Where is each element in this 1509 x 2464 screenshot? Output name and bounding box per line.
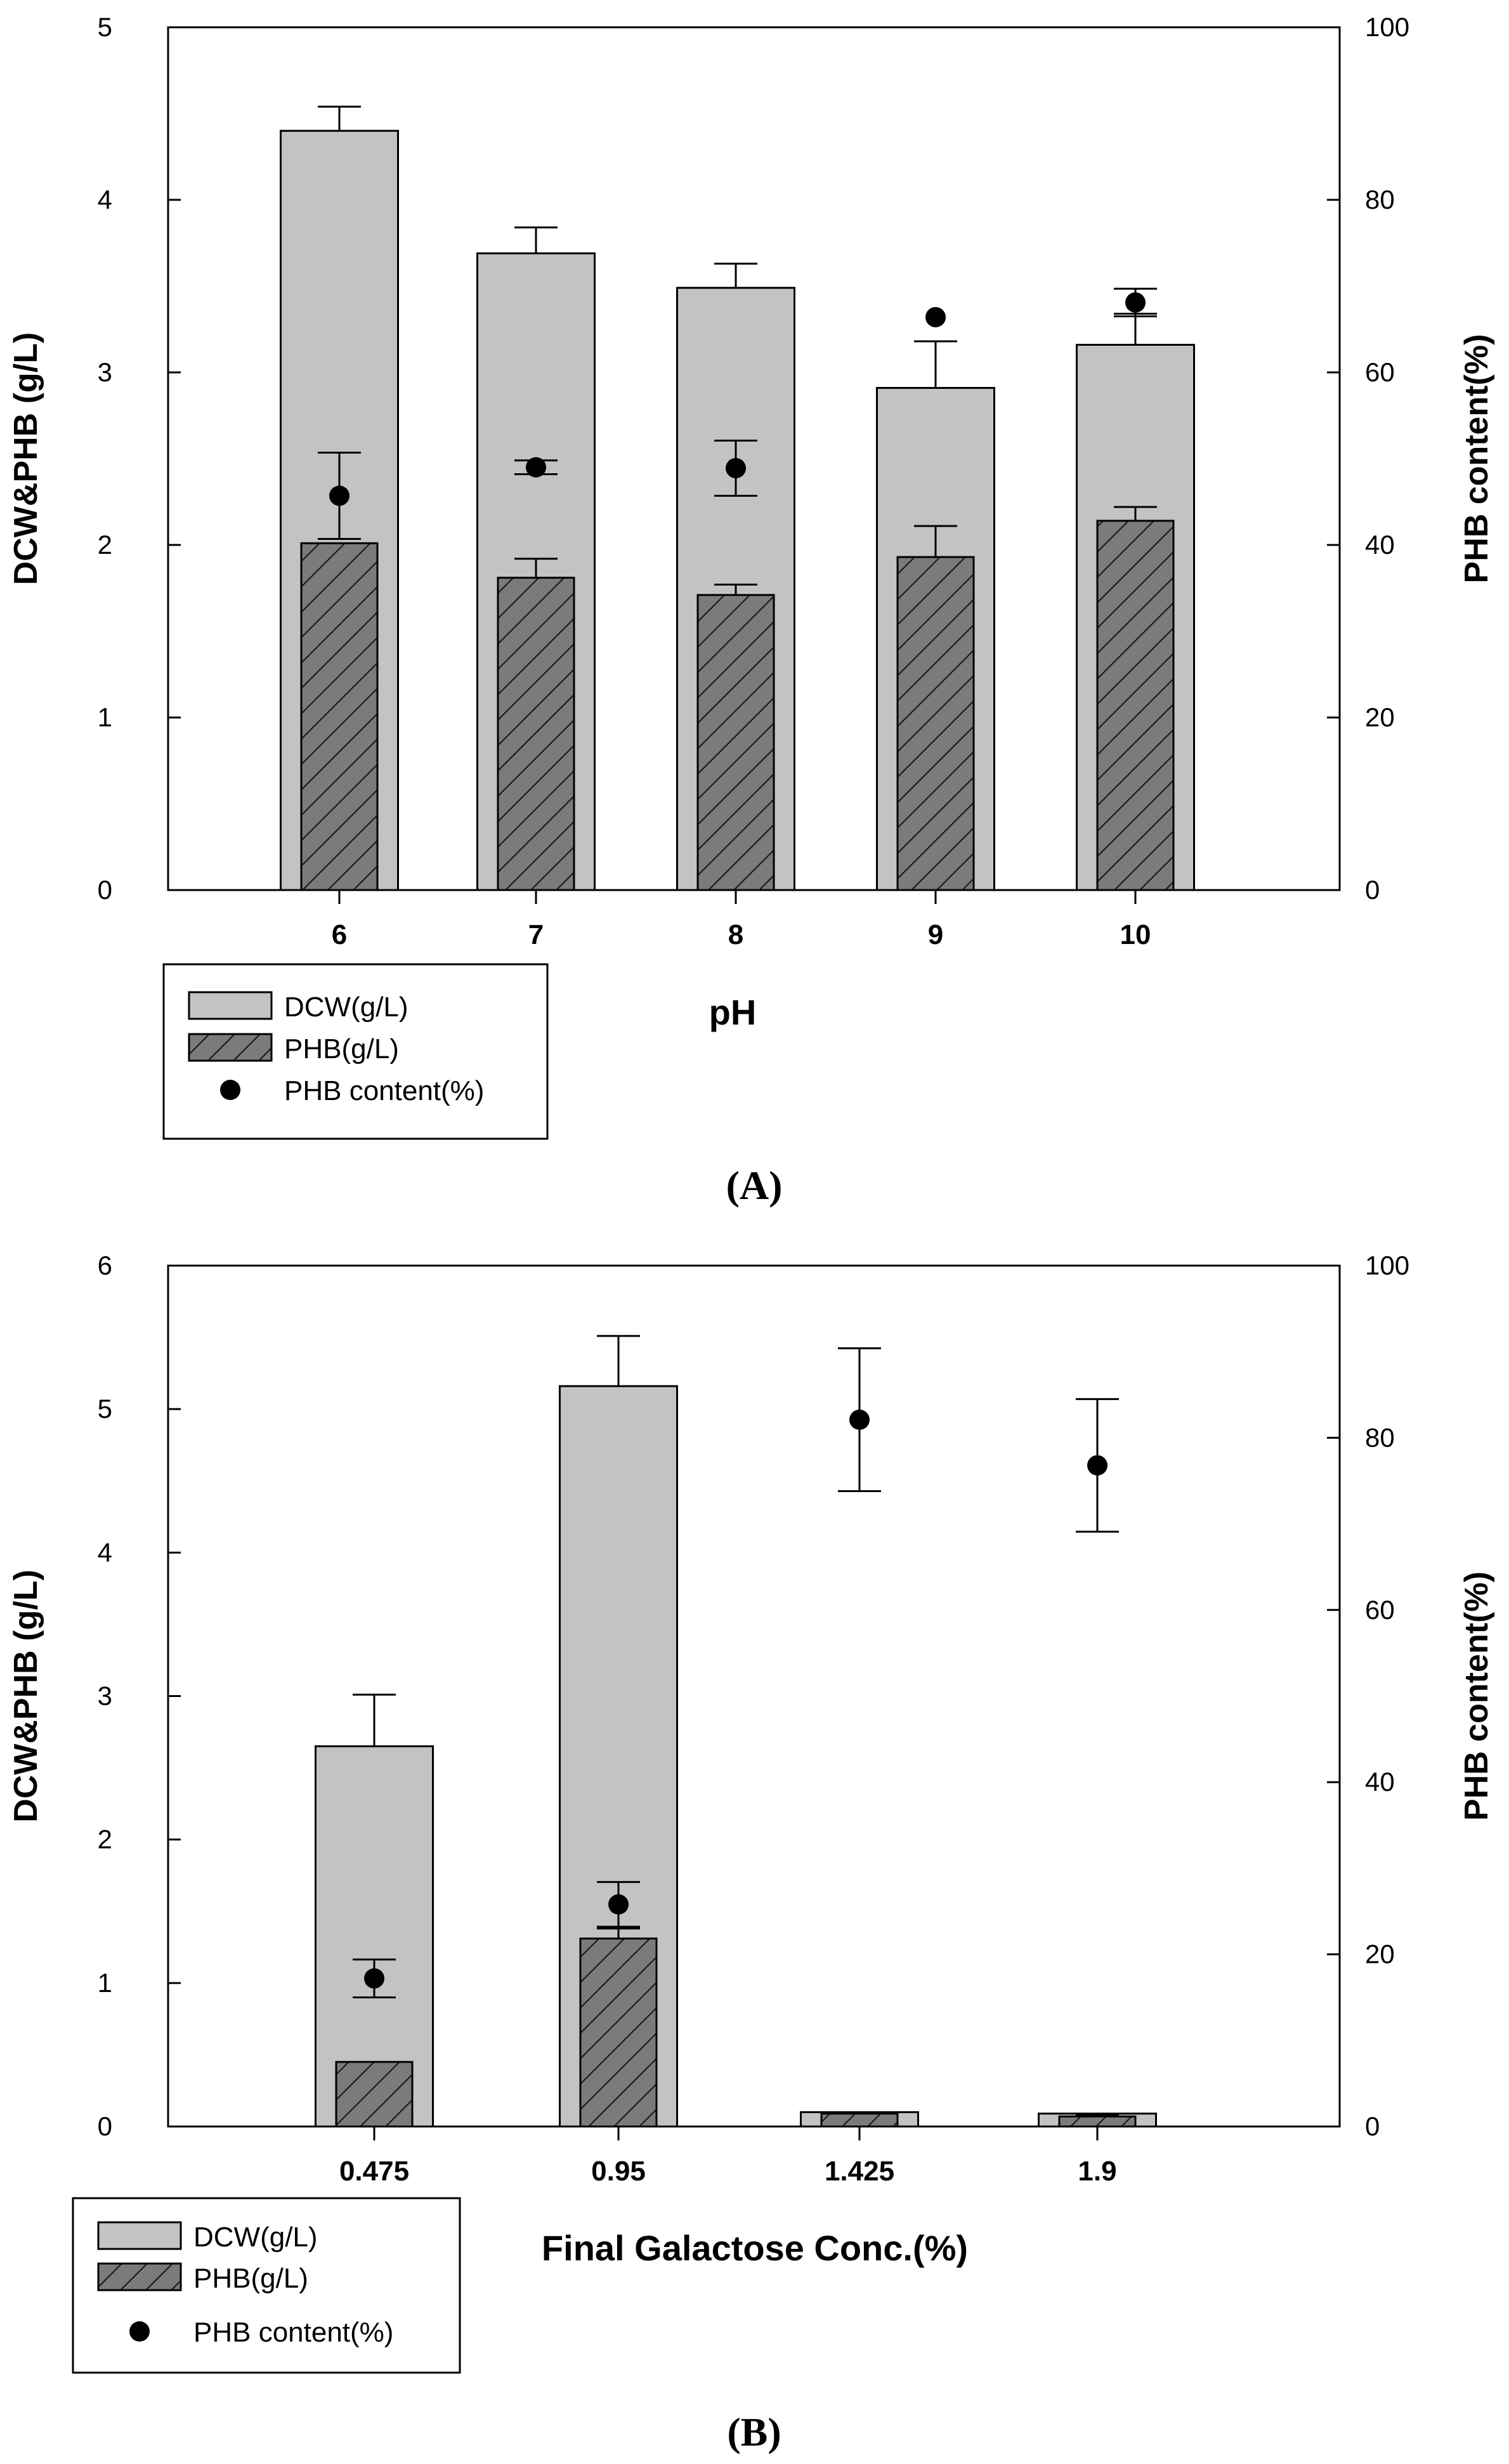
- phb-bar: [300, 542, 379, 891]
- left-tick-label: 6: [98, 1250, 112, 1280]
- y-axis-left-label: DCW&PHB (g/L): [8, 332, 44, 586]
- left-tick-label: 5: [98, 1394, 112, 1424]
- x-tick-label: 9: [928, 919, 943, 950]
- phb-content-point: [849, 1409, 870, 1430]
- y-axis-right-label: PHB content(%): [1458, 334, 1495, 584]
- right-tick-label: 0: [1365, 2111, 1380, 2141]
- x-axis-label: pH: [709, 992, 757, 1032]
- right-tick-label: 100: [1365, 1250, 1409, 1280]
- x-axis-label: Final Galactose Conc.(%): [542, 2228, 968, 2268]
- right-tick-label: 20: [1365, 702, 1395, 732]
- right-tick-label: 40: [1365, 530, 1395, 560]
- x-tick-label: 1.9: [1078, 2156, 1116, 2187]
- x-tick-label: 6: [332, 919, 347, 950]
- phb-content-point: [526, 457, 546, 478]
- left-tick-label: 2: [98, 530, 112, 560]
- right-tick-label: 40: [1365, 1767, 1395, 1797]
- legend-swatch-dcw: [188, 991, 273, 1020]
- phb-bar: [497, 577, 575, 891]
- left-tick-label: 5: [98, 12, 112, 42]
- legend-label: DCW(g/L): [284, 992, 408, 1023]
- x-tick-label: 0.475: [339, 2156, 409, 2187]
- panel-caption: (B): [727, 2409, 781, 2454]
- left-tick-label: 3: [98, 357, 112, 387]
- legend-label: PHB content(%): [193, 2317, 393, 2348]
- phb-bar: [1096, 520, 1175, 891]
- left-tick-label: 4: [98, 185, 112, 214]
- right-tick-label: 60: [1365, 357, 1395, 387]
- x-tick-label: 8: [728, 919, 743, 950]
- phb-bar: [696, 594, 775, 891]
- phb-content-point: [364, 1968, 384, 1989]
- legend-label: DCW(g/L): [193, 2222, 318, 2253]
- phb-content-point: [925, 306, 946, 327]
- legend-swatch-phb: [188, 1033, 273, 1062]
- phb-bar: [896, 556, 975, 891]
- phb-content-point: [726, 457, 746, 478]
- chart-panel-a: 0 1 2 3 4 5 0 20 40 60 80 100 6 7 8 9 10 DCW&PHB (g/L) PHB…: [8, 12, 1495, 1208]
- y-axis-left-label: DCW&PHB (g/L): [8, 1569, 44, 1823]
- phb-content-point: [329, 485, 349, 506]
- phb-bar: [579, 1937, 658, 2128]
- left-tick-label: 1: [98, 702, 112, 732]
- phb-bar: [335, 2061, 414, 2128]
- legend-label: PHB content(%): [284, 1075, 484, 1106]
- right-tick-label: 100: [1365, 12, 1409, 42]
- right-tick-label: 0: [1365, 875, 1380, 905]
- right-tick-label: 20: [1365, 1939, 1395, 1969]
- x-tick-label: 1.425: [825, 2156, 894, 2187]
- x-tick-label: 10: [1120, 919, 1151, 950]
- x-tick-label: 7: [528, 919, 544, 950]
- legend-label: PHB(g/L): [284, 1033, 399, 1065]
- y-axis-right-label: PHB content(%): [1458, 1571, 1495, 1821]
- right-tick-label: 80: [1365, 185, 1395, 214]
- legend-swatch-content: [129, 2321, 150, 2342]
- x-tick-label: 0.95: [591, 2156, 646, 2187]
- left-tick-label: 3: [98, 1681, 112, 1711]
- right-tick-label: 80: [1365, 1422, 1395, 1452]
- phb-content-point: [1125, 292, 1146, 313]
- legend-swatch-dcw: [97, 2221, 182, 2250]
- panel-caption: (A): [726, 1163, 783, 1208]
- left-tick-label: 2: [98, 1825, 112, 1854]
- legend-swatch-phb: [97, 2262, 182, 2291]
- phb-bar: [820, 2113, 899, 2128]
- left-tick-label: 0: [98, 2111, 112, 2141]
- left-tick-label: 0: [98, 875, 112, 905]
- legend: DCW(g/L) PHB(g/L) PHB content(%): [72, 2197, 461, 2374]
- left-tick-label: 1: [98, 1968, 112, 1998]
- right-tick-label: 60: [1365, 1595, 1395, 1625]
- phb-bar: [1058, 2115, 1137, 2128]
- legend: DCW(g/L) PHB(g/L) PHB content(%): [162, 963, 549, 1140]
- phb-content-point: [608, 1894, 629, 1915]
- phb-content-point: [1087, 1455, 1107, 1476]
- left-tick-label: 4: [98, 1537, 112, 1567]
- legend-swatch-content: [220, 1080, 240, 1100]
- legend-label: PHB(g/L): [193, 2263, 308, 2294]
